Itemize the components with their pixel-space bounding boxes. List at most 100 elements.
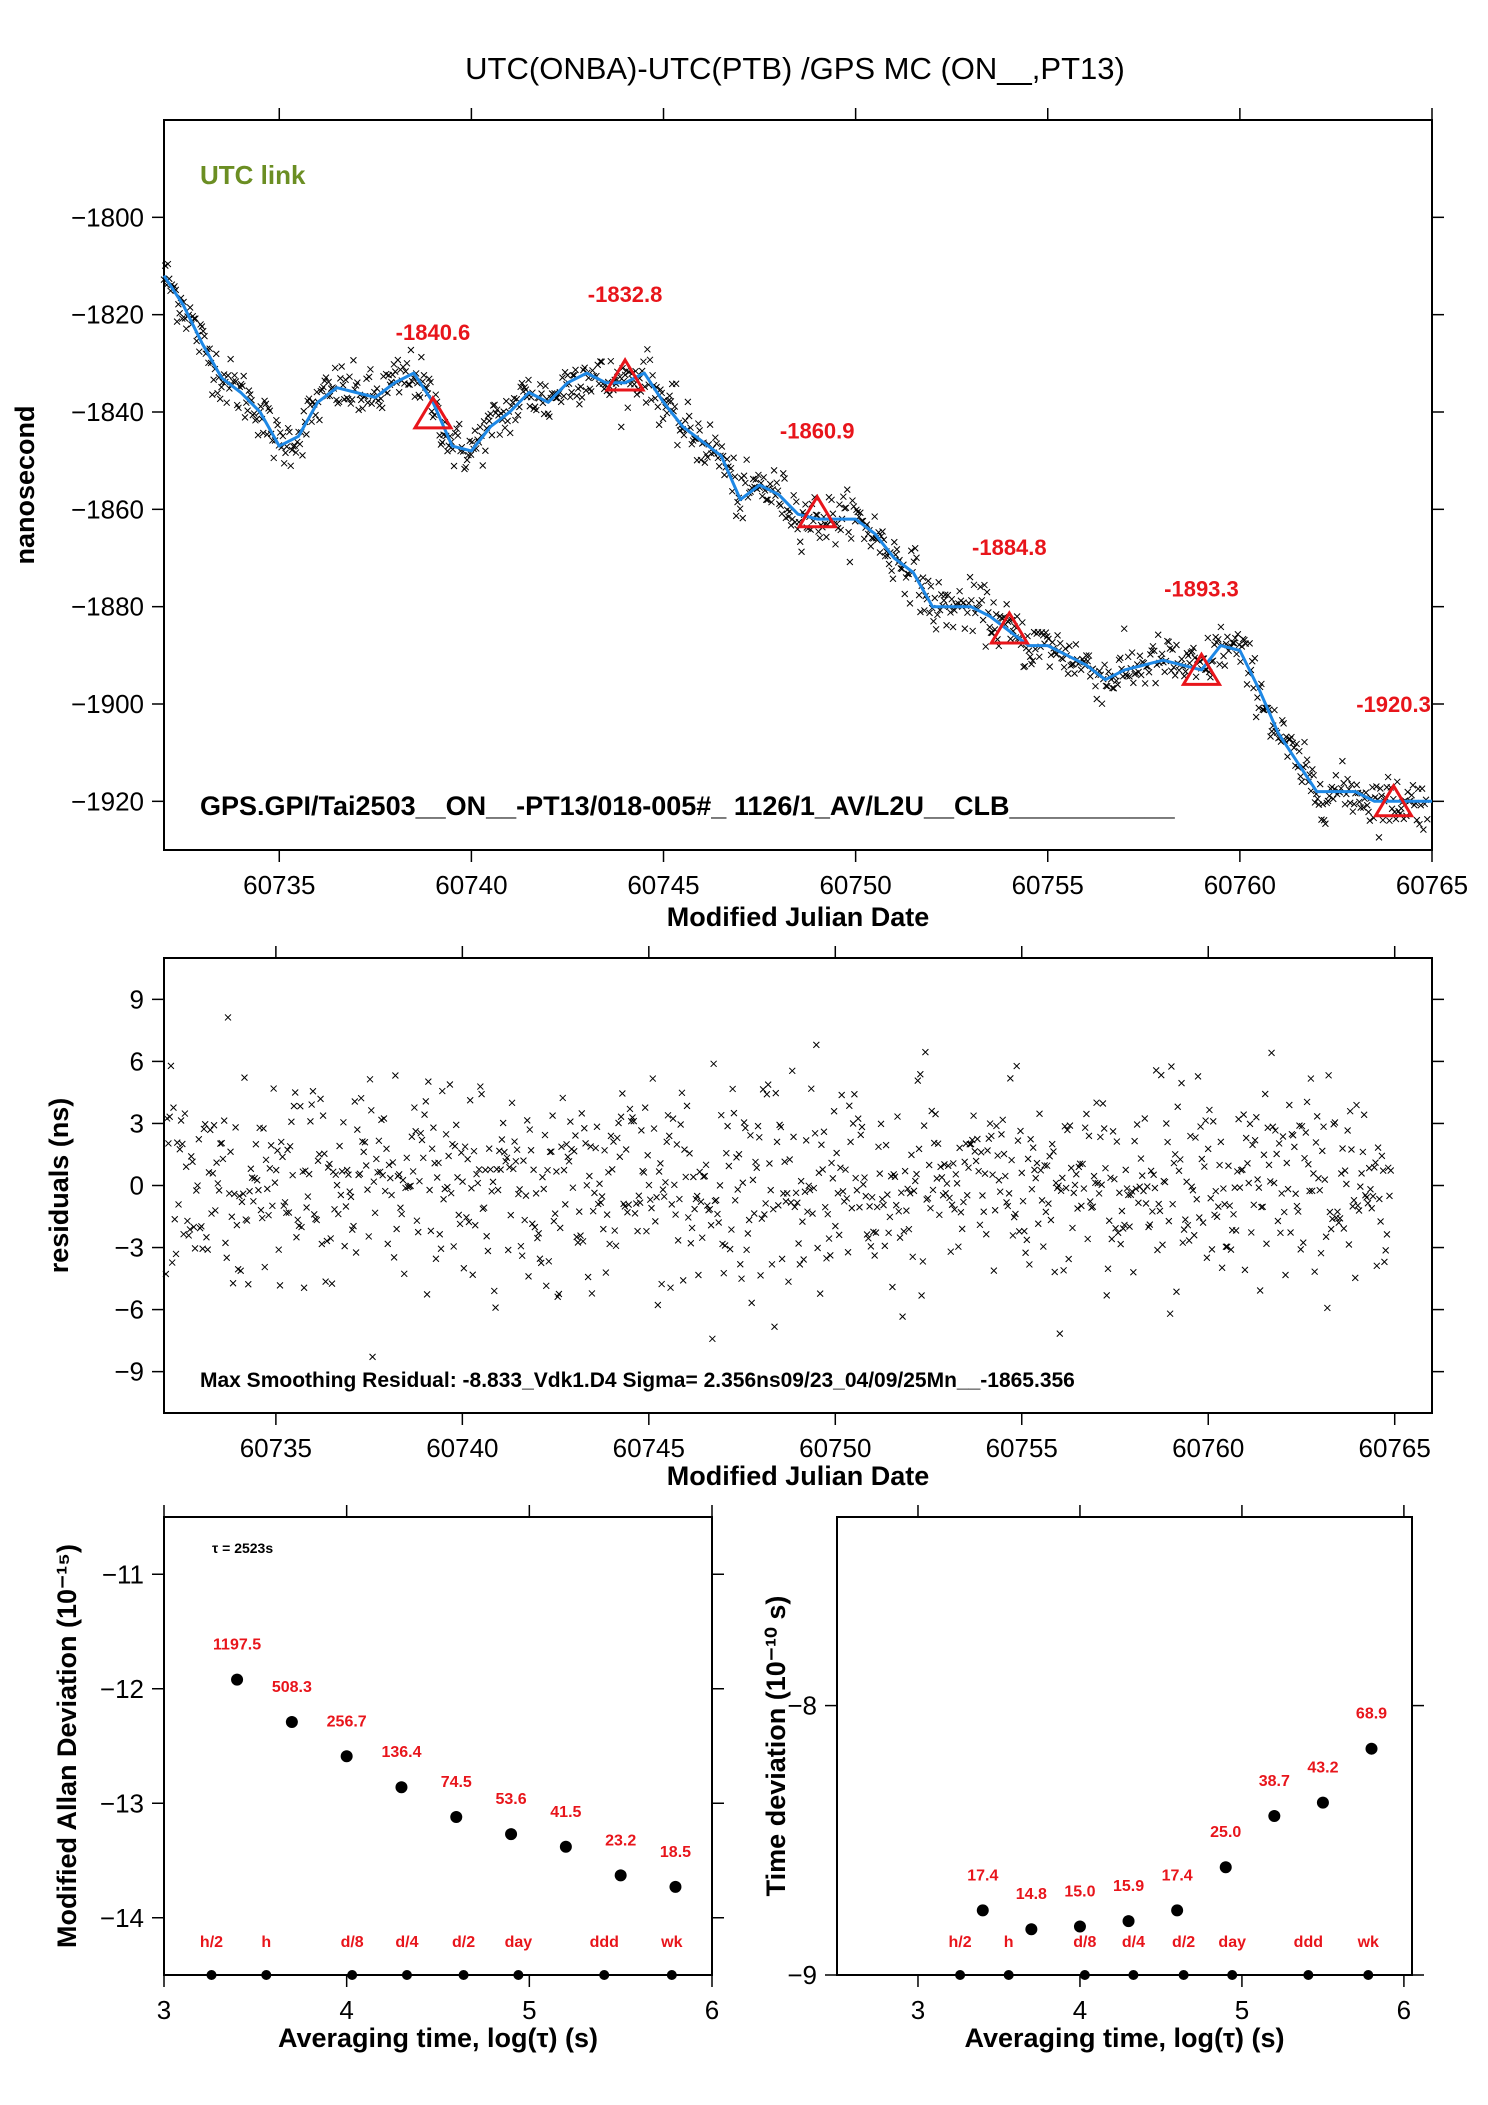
residual-point — [766, 1160, 773, 1167]
residual-point — [1351, 1274, 1359, 1282]
residual-point — [1321, 1176, 1329, 1183]
measurement-point — [418, 353, 425, 361]
measurement-point — [902, 574, 910, 581]
residual-point — [655, 1168, 663, 1175]
residual-point — [1284, 1185, 1292, 1193]
residual-point — [1093, 1099, 1100, 1107]
measurement-point — [970, 581, 978, 589]
measurement-point — [850, 503, 858, 510]
residual-point — [993, 1122, 1000, 1130]
measurement-point — [212, 350, 220, 358]
measurement-point — [770, 467, 778, 474]
residual-point — [937, 1163, 944, 1171]
residual-point — [1102, 1164, 1109, 1172]
measurement-point — [1149, 642, 1157, 650]
measurement-point — [1356, 798, 1363, 806]
measurement-point — [292, 449, 300, 456]
residual-point — [255, 1186, 262, 1194]
residual-point — [916, 1070, 924, 1078]
tdev-point-label: 68.9 — [1356, 1706, 1387, 1723]
measurement-point — [1234, 630, 1242, 638]
residual-point — [192, 1187, 200, 1194]
residual-point — [518, 1252, 526, 1260]
marker-value-label: -1860.9 — [780, 419, 855, 444]
residual-point — [1006, 1075, 1014, 1082]
measurement-point — [773, 479, 781, 487]
measurement-point — [978, 596, 986, 604]
residual-point — [408, 1133, 416, 1141]
measurement-point — [1350, 800, 1358, 808]
residual-point — [843, 1195, 851, 1202]
mdev-point-label: 53.6 — [495, 1791, 526, 1808]
measurement-point — [1126, 673, 1133, 680]
residual-point — [340, 1118, 347, 1126]
main-info-text: GPS.GPI/Tai2503__ON__-PT13/018-005#_ 112… — [200, 791, 1176, 821]
residual-point — [522, 1192, 530, 1199]
residual-point — [455, 1211, 463, 1219]
residual-point — [854, 1115, 862, 1122]
measurement-point — [227, 355, 234, 363]
measurement-point — [299, 452, 306, 459]
measurement-point — [395, 388, 403, 396]
measurement-point — [347, 400, 355, 407]
residual-point — [829, 1175, 837, 1182]
measurement-point — [935, 578, 943, 586]
measurement-point — [525, 376, 532, 384]
residual-point — [998, 1131, 1005, 1138]
tdev-x-tick-label: 3 — [911, 1995, 925, 2025]
residual-point — [276, 1281, 284, 1289]
measurement-point — [468, 438, 476, 446]
measurement-point — [1150, 647, 1158, 655]
residual-point — [1280, 1208, 1288, 1216]
residual-point — [744, 1230, 752, 1237]
residual-point — [381, 1187, 389, 1195]
residual-point — [593, 1123, 601, 1131]
residual-point — [663, 1138, 671, 1146]
tdev-period-mark — [955, 1970, 966, 1980]
measurement-point — [201, 332, 208, 340]
residual-point — [1014, 1137, 1022, 1144]
measurement-point — [1373, 783, 1380, 790]
measurement-point — [312, 411, 319, 419]
residual-point — [868, 1193, 876, 1201]
residual-point — [1179, 1239, 1187, 1247]
tdev-point — [1268, 1810, 1281, 1823]
residual-point — [738, 1275, 745, 1283]
measurement-point — [1298, 778, 1306, 786]
residual-point — [1121, 1221, 1128, 1229]
residual-point — [232, 1124, 239, 1131]
residual-point — [932, 1110, 939, 1118]
residual-point — [233, 1221, 241, 1229]
residual-point — [376, 1168, 384, 1176]
mdev-period-label: h — [261, 1934, 271, 1951]
residual-point — [1105, 1217, 1113, 1225]
residual-point — [774, 1201, 782, 1209]
residual-point — [544, 1166, 551, 1174]
mdev-x-tick-label: 5 — [522, 1995, 536, 2025]
smoothed-curve — [162, 274, 1432, 803]
residual-point — [209, 1169, 217, 1177]
residual-point — [1301, 1154, 1308, 1162]
measurement-point — [760, 474, 768, 481]
measurement-point — [241, 413, 249, 421]
residual-point — [269, 1202, 276, 1210]
measurement-point — [1284, 753, 1291, 760]
residual-point — [915, 1145, 923, 1153]
residual-point — [1326, 1208, 1334, 1216]
page-title: UTC(ONBA)-UTC(PTB) /GPS MC (ON__,PT13) — [465, 51, 1125, 86]
residual-point — [1181, 1216, 1189, 1224]
marker-triangle — [412, 395, 454, 430]
residual-point — [393, 1225, 400, 1233]
residual-point — [1047, 1216, 1055, 1224]
measurement-point — [701, 459, 709, 466]
main-x-tick-label: 60765 — [1396, 870, 1468, 900]
measurement-point — [1314, 795, 1321, 803]
mdev-period-label: wk — [660, 1934, 682, 1951]
residual-point — [1079, 1160, 1086, 1168]
mdev-point-label: 41.5 — [550, 1804, 581, 1821]
measurement-point — [401, 380, 408, 387]
residual-point — [413, 1217, 421, 1225]
measurement-point — [672, 380, 680, 388]
main-x-tick-label: 60750 — [819, 870, 891, 900]
measurement-point — [696, 427, 703, 434]
